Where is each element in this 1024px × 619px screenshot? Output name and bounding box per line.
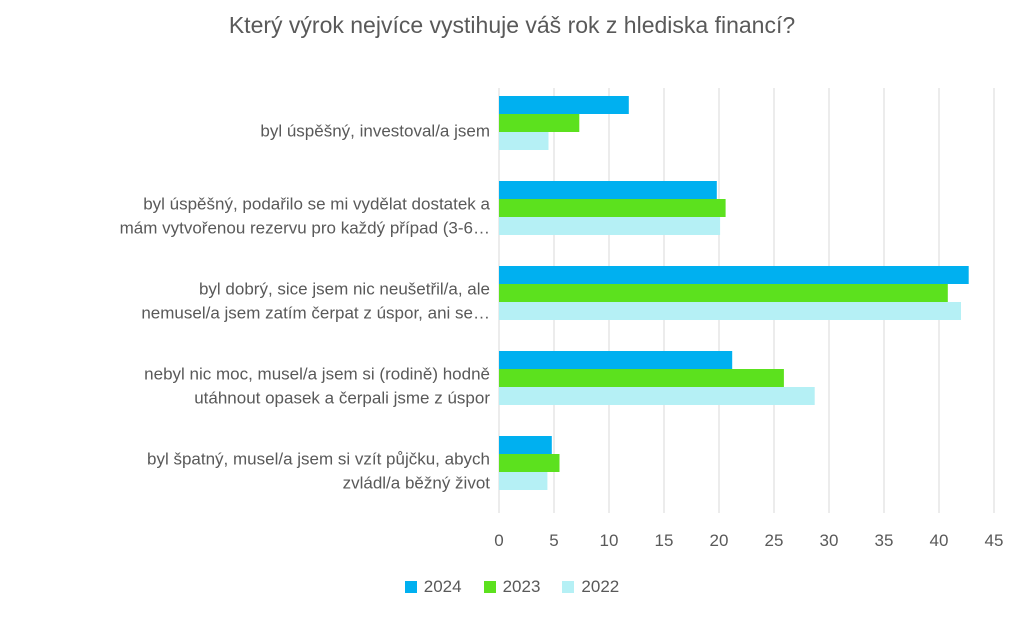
x-tick-label: 45 xyxy=(985,531,1004,550)
bar-2024 xyxy=(499,436,552,454)
category-label: byl úspěšný, podařilo se mi vydělat dost… xyxy=(143,195,490,214)
x-tick-label: 40 xyxy=(930,531,949,550)
x-tick-label: 5 xyxy=(549,531,558,550)
chart-legend: 2024 2023 2022 xyxy=(0,577,1024,597)
legend-swatch xyxy=(562,581,575,593)
x-tick-label: 10 xyxy=(600,531,619,550)
legend-swatch xyxy=(404,581,417,593)
legend-item: 2023 xyxy=(483,577,541,597)
x-tick-label: 15 xyxy=(655,531,674,550)
bar-2024 xyxy=(499,181,717,199)
bar-2023 xyxy=(499,199,726,217)
bar-2022 xyxy=(499,472,548,490)
legend-label: 2023 xyxy=(502,577,541,596)
bar-2022 xyxy=(499,217,721,235)
x-tick-label: 30 xyxy=(820,531,839,550)
category-label: byl špatný, musel/a jsem si vzít půjčku,… xyxy=(147,450,490,469)
bar-2024 xyxy=(499,96,629,114)
category-label: nebyl nic moc, musel/a jsem si (rodině) … xyxy=(144,365,490,384)
bar-2022 xyxy=(499,302,961,320)
bar-2023 xyxy=(499,284,948,302)
category-label: byl dobrý, sice jsem nic neušetřil/a, al… xyxy=(199,280,490,299)
bar-2023 xyxy=(499,114,580,132)
category-label: nemusel/a jsem zatím čerpat z úspor, ani… xyxy=(141,304,490,323)
legend-swatch xyxy=(483,581,496,593)
bar-2024 xyxy=(499,266,969,284)
bar-2024 xyxy=(499,351,733,369)
chart-title: Který výrok nejvíce vystihuje váš rok z … xyxy=(228,12,796,38)
x-tick-label: 0 xyxy=(494,531,503,550)
bar-2023 xyxy=(499,454,560,472)
category-label: byl úspěšný, investoval/a jsem xyxy=(260,122,490,141)
legend-label: 2022 xyxy=(581,577,620,596)
legend-item: 2024 xyxy=(404,577,462,597)
x-tick-label: 35 xyxy=(875,531,894,550)
legend-item: 2022 xyxy=(562,577,619,597)
bar-2023 xyxy=(499,369,784,387)
bar-2022 xyxy=(499,132,549,150)
legend-label: 2024 xyxy=(423,577,462,596)
x-tick-label: 20 xyxy=(710,531,729,550)
bar-2022 xyxy=(499,387,815,405)
category-label: zvládl/a běžný život xyxy=(343,474,491,493)
category-label: utáhnout opasek a čerpali jsme z úspor xyxy=(194,389,490,408)
x-tick-label: 25 xyxy=(765,531,784,550)
category-label: mám vytvořenou rezervu pro každý případ … xyxy=(120,219,490,238)
